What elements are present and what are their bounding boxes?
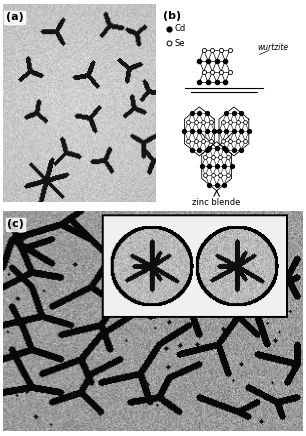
Text: Se: Se bbox=[175, 39, 185, 48]
Text: Cd: Cd bbox=[175, 24, 186, 34]
Text: (b): (b) bbox=[163, 10, 181, 20]
Text: wurtzite: wurtzite bbox=[257, 43, 289, 52]
Text: (c): (c) bbox=[7, 219, 24, 229]
Text: zinc blende: zinc blende bbox=[192, 198, 241, 207]
Text: (a): (a) bbox=[6, 12, 24, 22]
